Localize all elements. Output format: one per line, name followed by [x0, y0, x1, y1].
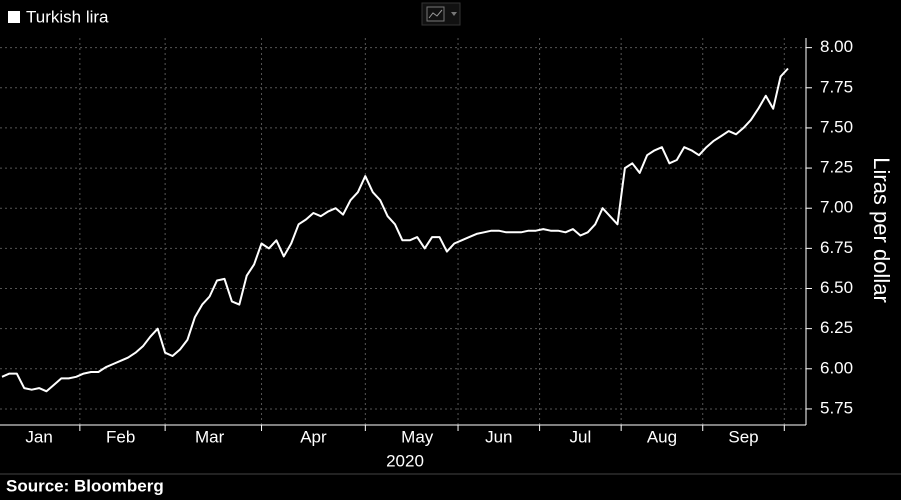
y-tick-label: 7.75 — [820, 77, 853, 96]
x-tick-label: Jan — [25, 427, 52, 446]
price-line — [1, 67, 789, 393]
x-tick-label: Apr — [300, 427, 327, 446]
chart-type-button[interactable] — [421, 2, 461, 26]
y-tick-label: 7.50 — [820, 117, 853, 136]
y-tick-label: 7.00 — [820, 198, 853, 217]
x-tick-label: Mar — [195, 427, 225, 446]
y-tick-label: 6.50 — [820, 278, 853, 297]
y-axis-label: Liras per dollar — [869, 157, 894, 303]
source: Source: Bloomberg — [6, 476, 164, 495]
legend-swatch — [8, 11, 20, 23]
button-frame[interactable] — [421, 2, 461, 26]
button-caret — [451, 12, 457, 16]
button-icon — [426, 6, 445, 22]
y-tick-label: 6.25 — [820, 318, 853, 337]
y-tick-label: 6.00 — [820, 358, 853, 377]
x-tick-label: Jul — [570, 427, 592, 446]
legend-label: Turkish lira — [26, 7, 109, 26]
button-icon-line — [428, 9, 443, 19]
y-tick-label: 8.00 — [820, 37, 853, 56]
x-axis-label: 2020 — [386, 451, 424, 470]
y-tick-label: 6.75 — [820, 238, 853, 257]
x-tick-label: Sep — [728, 427, 758, 446]
y-tick-label: 5.75 — [820, 398, 853, 417]
x-tick-label: Feb — [106, 427, 135, 446]
x-tick-label: Jun — [485, 427, 512, 446]
y-tick-label: 7.25 — [820, 158, 853, 177]
x-tick-label: May — [401, 427, 434, 446]
x-tick-label: Aug — [647, 427, 677, 446]
